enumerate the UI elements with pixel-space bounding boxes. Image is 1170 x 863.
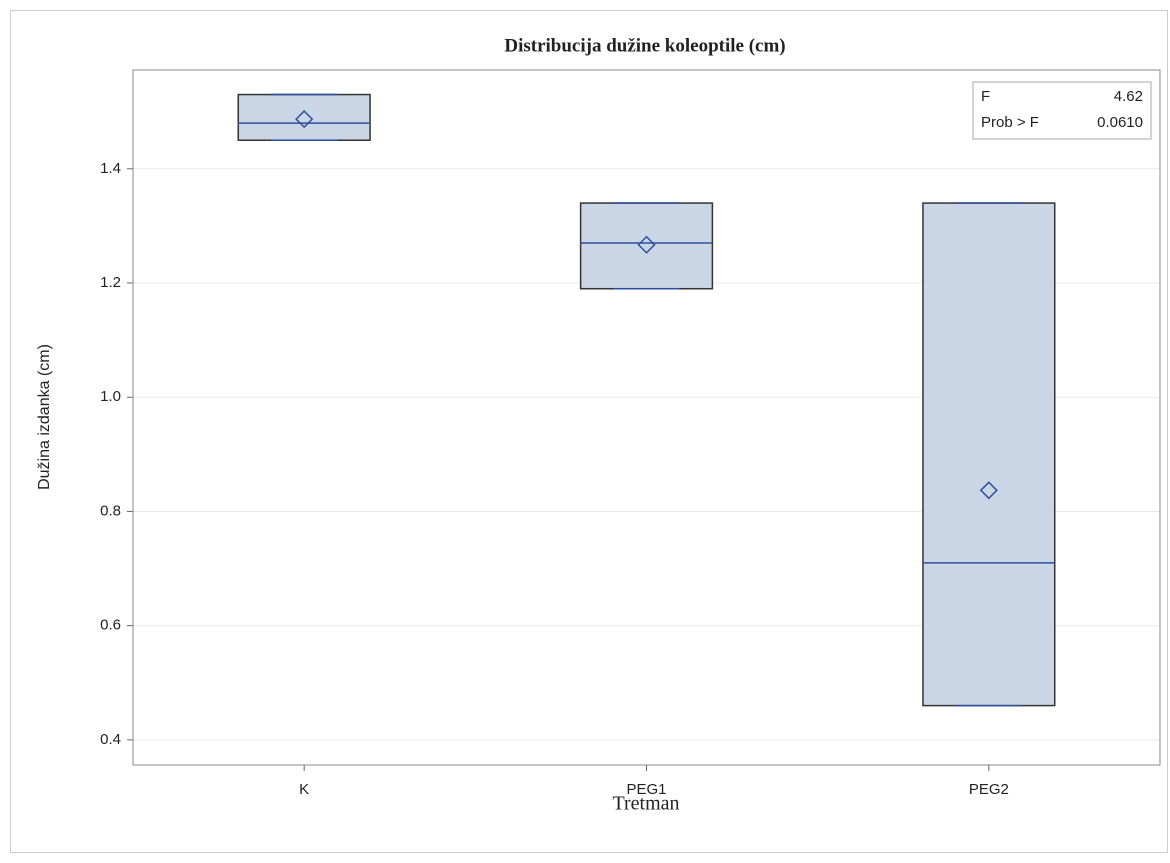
y-tick-label: 0.4 bbox=[100, 731, 121, 748]
x-tick-label: PEG1 bbox=[626, 781, 666, 798]
x-tick-label: PEG2 bbox=[969, 781, 1009, 798]
mean-marker bbox=[637, 235, 656, 254]
x-axis-title: Tretman bbox=[612, 793, 679, 815]
chart-title: Distribucija dužine koleoptile (cm) bbox=[504, 35, 785, 56]
y-tick-label: 1.2 bbox=[100, 274, 121, 291]
inset-label: F bbox=[981, 88, 990, 105]
y-tick-label: 1.4 bbox=[100, 160, 121, 177]
inset-box bbox=[972, 81, 1152, 140]
inset-label: Prob > F bbox=[981, 114, 1039, 131]
box bbox=[237, 93, 371, 141]
y-axis-title: Dužina izdanka (cm) bbox=[36, 344, 53, 490]
outer-frame bbox=[10, 10, 1168, 853]
y-tick-label: 0.8 bbox=[100, 502, 121, 519]
mean-marker bbox=[295, 110, 314, 129]
inset-value: 0.0610 bbox=[1097, 114, 1143, 131]
box bbox=[579, 202, 714, 290]
x-tick-label: K bbox=[299, 781, 309, 798]
y-tick-label: 1.0 bbox=[100, 388, 121, 405]
y-tick-label: 0.6 bbox=[100, 617, 121, 634]
inset-value: 4.62 bbox=[1114, 88, 1143, 105]
mean-marker bbox=[979, 481, 998, 500]
box bbox=[922, 202, 1056, 707]
